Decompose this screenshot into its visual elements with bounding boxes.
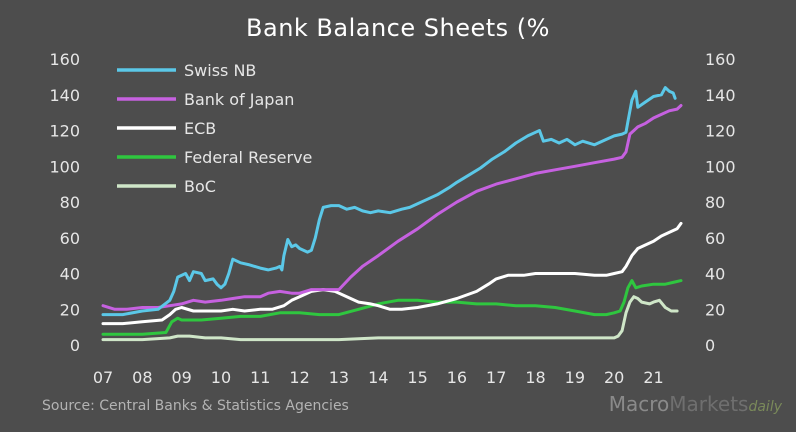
x-tick-label: 19	[565, 368, 585, 387]
source-note: Source: Central Banks & Statistics Agenc…	[42, 398, 349, 414]
y-tick-label-left: 20	[60, 300, 80, 319]
y-tick-label-right: 140	[705, 86, 736, 105]
y-tick-label-right: 100	[705, 157, 736, 176]
legend-label: ECB	[184, 119, 216, 138]
y-tick-label-right: 80	[705, 193, 725, 212]
series-line-boc	[101, 295, 679, 342]
y-tick-label-left: 140	[49, 86, 80, 105]
y-tick-label-left: 0	[70, 336, 80, 355]
y-tick-label-right: 40	[705, 265, 725, 284]
y-tick-label-right: 120	[705, 122, 736, 141]
series-line-bank-of-japan	[101, 104, 683, 311]
y-axis-left: 0 20 40 60 80 100 120 140 160	[49, 50, 80, 355]
y-tick-label-left: 120	[49, 122, 80, 141]
y-tick-label-right: 160	[705, 50, 736, 69]
series-line-federal-reserve	[101, 279, 683, 336]
x-tick-label: 17	[486, 368, 506, 387]
x-tick-label: 13	[329, 368, 349, 387]
legend-label: Swiss NB	[184, 61, 256, 80]
x-tick-label: 21	[643, 368, 663, 387]
legend: Swiss NB Bank of Japan ECB Federal Reserve B…	[117, 61, 312, 196]
x-tick-label: 18	[525, 368, 545, 387]
y-tick-label-left: 160	[49, 50, 80, 69]
x-tick-label: 20	[604, 368, 624, 387]
legend-label: Bank of Japan	[184, 90, 294, 109]
y-tick-label-left: 40	[60, 265, 80, 284]
y-tick-label-left: 100	[49, 157, 80, 176]
series-line-swiss-nb	[101, 86, 677, 317]
y-axis-right: 0 20 40 60 80 100 120 140 160	[705, 50, 736, 355]
x-axis: 07 08 09 10 11 12 13 14 15 16 17 18 19 20 21	[93, 368, 664, 387]
y-tick-label-right: 60	[705, 229, 725, 248]
x-tick-label: 11	[250, 368, 270, 387]
x-tick-label: 12	[289, 368, 309, 387]
x-tick-label: 07	[93, 368, 113, 387]
series-line-ecb	[101, 221, 683, 326]
chart-title: Bank Balance Sheets (%	[246, 14, 550, 42]
x-tick-label: 16	[447, 368, 467, 387]
x-tick-label: 09	[171, 368, 191, 387]
y-tick-label-left: 60	[60, 229, 80, 248]
series-lines	[101, 86, 683, 342]
y-tick-label-right: 20	[705, 300, 725, 319]
x-tick-label: 14	[368, 368, 388, 387]
y-tick-label-left: 80	[60, 193, 80, 212]
x-tick-label: 08	[132, 368, 152, 387]
y-tick-label-right: 0	[705, 336, 715, 355]
x-tick-label: 10	[211, 368, 231, 387]
legend-label: Federal Reserve	[184, 148, 312, 167]
watermark-logo: MacroMarketsdaily	[608, 392, 782, 416]
x-tick-label: 15	[407, 368, 427, 387]
legend-label: BoC	[184, 177, 216, 196]
